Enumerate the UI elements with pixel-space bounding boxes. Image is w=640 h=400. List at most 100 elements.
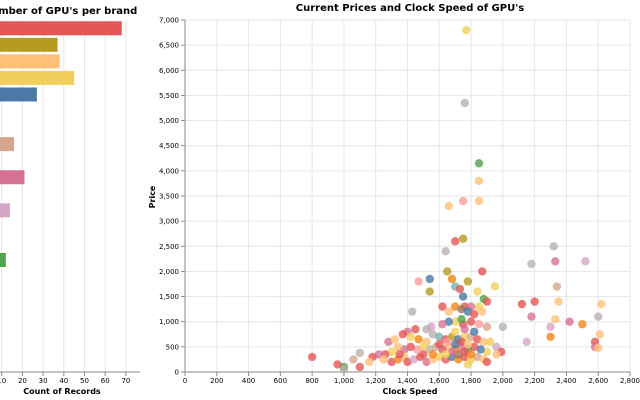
scatter-point xyxy=(435,340,444,349)
scatter-point xyxy=(454,350,463,359)
scatter-x-tick-label: 1,000 xyxy=(334,377,354,385)
scatter-point xyxy=(438,320,447,329)
scatter-chart-points xyxy=(307,25,606,374)
scatter-point xyxy=(470,342,479,352)
scatter-point xyxy=(498,322,508,331)
scatter-y-tick-label: 7,000 xyxy=(159,17,179,25)
scatter-point xyxy=(450,340,460,349)
bar xyxy=(0,87,37,102)
scatter-point xyxy=(443,337,452,347)
bar xyxy=(0,70,75,85)
scatter-y-tick-label: 3,500 xyxy=(159,193,179,201)
scatter-point xyxy=(428,350,438,359)
scatter-point xyxy=(517,299,527,309)
scatter-point xyxy=(450,237,460,246)
scatter-x-tick-label: 2,200 xyxy=(525,377,545,385)
bar-x-tick-label: 20 xyxy=(18,377,27,385)
scatter-point xyxy=(379,355,388,364)
scatter-point xyxy=(365,357,374,367)
scatter-point xyxy=(435,332,444,341)
scatter-x-tick-label: 2,400 xyxy=(556,377,576,385)
bar-x-tick-label: 10 xyxy=(0,377,6,385)
bar-chart: Number of GPU's per brand 10 20 30 40 50 60 70… xyxy=(0,6,140,396)
scatter-point xyxy=(470,327,479,336)
scatter-point xyxy=(307,352,317,362)
scatter-y-tick-label: 6,500 xyxy=(159,42,179,50)
scatter-y-tick-label: 5,000 xyxy=(159,117,179,125)
scatter-point xyxy=(425,274,434,284)
scatter-point xyxy=(398,330,407,339)
scatter-point xyxy=(594,343,603,353)
bar-chart-bars xyxy=(0,21,122,267)
scatter-point xyxy=(444,307,454,316)
scatter-point xyxy=(578,320,587,329)
scatter-y-tick-label: 2,000 xyxy=(159,268,179,276)
scatter-point xyxy=(428,330,438,339)
scatter-chart: Current Prices and Clock Speed of GPU's … xyxy=(148,3,640,396)
scatter-point xyxy=(466,350,476,359)
scatter-point xyxy=(463,360,473,369)
bar xyxy=(0,170,25,185)
bar xyxy=(0,54,60,69)
scatter-point xyxy=(339,365,349,374)
scatter-point xyxy=(492,350,501,359)
scatter-point xyxy=(470,309,479,319)
scatter-point xyxy=(474,176,484,186)
scatter-point xyxy=(387,347,396,357)
scatter-point xyxy=(443,267,452,276)
bar xyxy=(0,21,122,36)
scatter-point xyxy=(460,325,469,334)
scatter-point xyxy=(551,315,560,324)
bar-chart-x-ticks: 10 20 30 40 50 60 70 xyxy=(0,372,130,385)
scatter-point xyxy=(419,350,428,359)
scatter-point xyxy=(422,325,431,334)
scatter-point xyxy=(463,307,473,316)
scatter-x-tick-label: 2,000 xyxy=(493,377,513,385)
scatter-point xyxy=(466,317,476,326)
scatter-point xyxy=(549,242,558,251)
scatter-point xyxy=(474,196,484,206)
scatter-point xyxy=(527,312,536,321)
scatter-point xyxy=(479,337,488,347)
scatter-point xyxy=(485,337,495,347)
scatter-chart-x-ticks: 0 200 400 600 800 1,000 1,200 1,400 1,600 1,800 2,… xyxy=(183,372,640,385)
scatter-point xyxy=(546,332,555,341)
scatter-point xyxy=(419,342,428,352)
scatter-point xyxy=(403,357,412,367)
scatter-y-tick-label: 0 xyxy=(175,369,179,377)
scatter-point xyxy=(450,327,460,336)
scatter-point xyxy=(457,315,466,324)
scatter-x-tick-label: 600 xyxy=(274,377,287,385)
scatter-point xyxy=(581,257,590,266)
scatter-chart-x-axis-label: Clock Speed xyxy=(382,387,437,396)
scatter-point xyxy=(447,274,457,284)
scatter-point xyxy=(474,159,484,168)
scatter-point xyxy=(450,302,460,311)
scatter-point xyxy=(457,337,466,347)
scatter-point xyxy=(482,347,492,357)
scatter-chart-y-ticks: 0 500 1,000 1,500 2,000 2,500 3,000 3,500 4,000 4… xyxy=(159,17,185,377)
scatter-point xyxy=(441,350,450,359)
scatter-point xyxy=(384,337,393,347)
bar xyxy=(0,203,10,218)
scatter-point xyxy=(457,304,466,314)
scatter-point xyxy=(522,337,531,347)
scatter-point xyxy=(597,299,606,309)
scatter-point xyxy=(408,307,417,316)
bar-chart-title: Number of GPU's per brand xyxy=(0,6,137,17)
scatter-point xyxy=(595,330,605,339)
scatter-point xyxy=(482,297,492,306)
scatter-point xyxy=(450,317,460,326)
scatter-point xyxy=(458,196,468,206)
scatter-point xyxy=(349,355,358,364)
scatter-point xyxy=(412,345,422,354)
scatter-x-tick-label: 2,800 xyxy=(620,377,640,385)
scatter-point xyxy=(551,257,560,266)
scatter-y-tick-label: 1,000 xyxy=(159,318,179,326)
scatter-point xyxy=(441,247,450,256)
bar xyxy=(0,37,58,52)
scatter-point xyxy=(462,25,471,35)
scatter-point xyxy=(393,342,403,352)
bar-x-tick-label: 40 xyxy=(59,377,68,385)
